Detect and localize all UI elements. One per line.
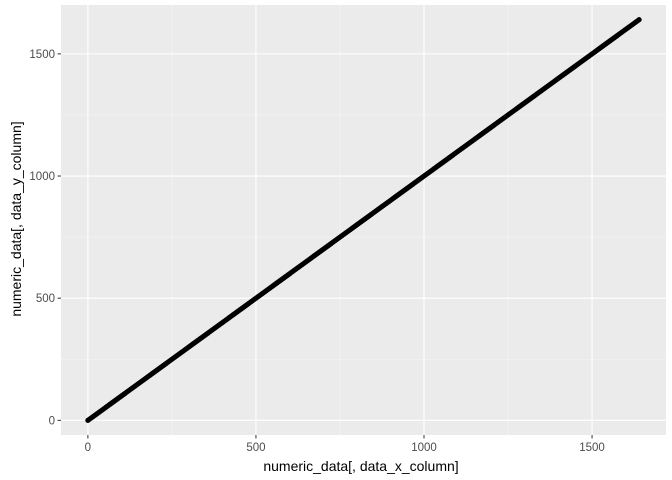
y-axis-ticks: 0 500 1000 1500 xyxy=(29,49,61,427)
minor-gridlines xyxy=(61,5,666,435)
y-tick-label: 500 xyxy=(36,293,55,305)
data-point xyxy=(636,17,642,23)
x-axis-ticks: 0 500 1000 1500 xyxy=(85,435,605,454)
y-tick-label: 0 xyxy=(49,415,55,427)
x-tick-label: 0 xyxy=(85,442,91,454)
x-tick-label: 1500 xyxy=(579,442,605,454)
data-points xyxy=(85,17,642,423)
y-axis-title: numeric_data[, data_y_column] xyxy=(8,121,24,316)
x-axis-title: numeric_data[, data_x_column] xyxy=(263,458,458,474)
x-tick-label: 1000 xyxy=(411,442,437,454)
y-tick-label: 1000 xyxy=(29,171,55,183)
major-gridlines xyxy=(61,5,666,435)
x-tick-label: 500 xyxy=(246,442,265,454)
y-tick-label: 1500 xyxy=(29,49,55,61)
